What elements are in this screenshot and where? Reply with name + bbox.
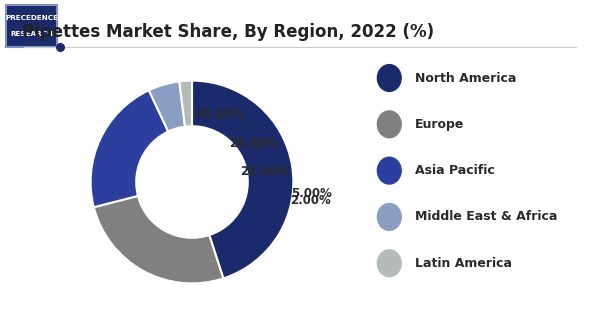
Circle shape	[377, 65, 401, 91]
Circle shape	[377, 157, 401, 184]
Text: 5.00%: 5.00%	[290, 187, 332, 200]
Text: Pipettes Market Share, By Region, 2022 (%): Pipettes Market Share, By Region, 2022 (…	[22, 23, 434, 41]
Circle shape	[377, 203, 401, 230]
Wedge shape	[149, 81, 185, 132]
Wedge shape	[94, 196, 223, 283]
Circle shape	[377, 250, 401, 277]
Text: Europe: Europe	[415, 118, 464, 131]
Text: 45.00%: 45.00%	[196, 108, 245, 121]
Text: Asia Pacific: Asia Pacific	[415, 164, 495, 177]
Wedge shape	[179, 81, 192, 127]
Text: North America: North America	[415, 72, 517, 84]
Wedge shape	[192, 81, 293, 279]
Text: PRECEDENCE: PRECEDENCE	[5, 15, 58, 21]
Text: 22.00%: 22.00%	[240, 165, 289, 178]
Text: 2.00%: 2.00%	[290, 194, 331, 207]
Text: RESEARCH: RESEARCH	[10, 31, 53, 37]
Text: 26.00%: 26.00%	[229, 137, 278, 150]
Text: Latin America: Latin America	[415, 257, 512, 270]
Circle shape	[377, 111, 401, 138]
Text: Middle East & Africa: Middle East & Africa	[415, 211, 557, 224]
Wedge shape	[91, 90, 168, 207]
